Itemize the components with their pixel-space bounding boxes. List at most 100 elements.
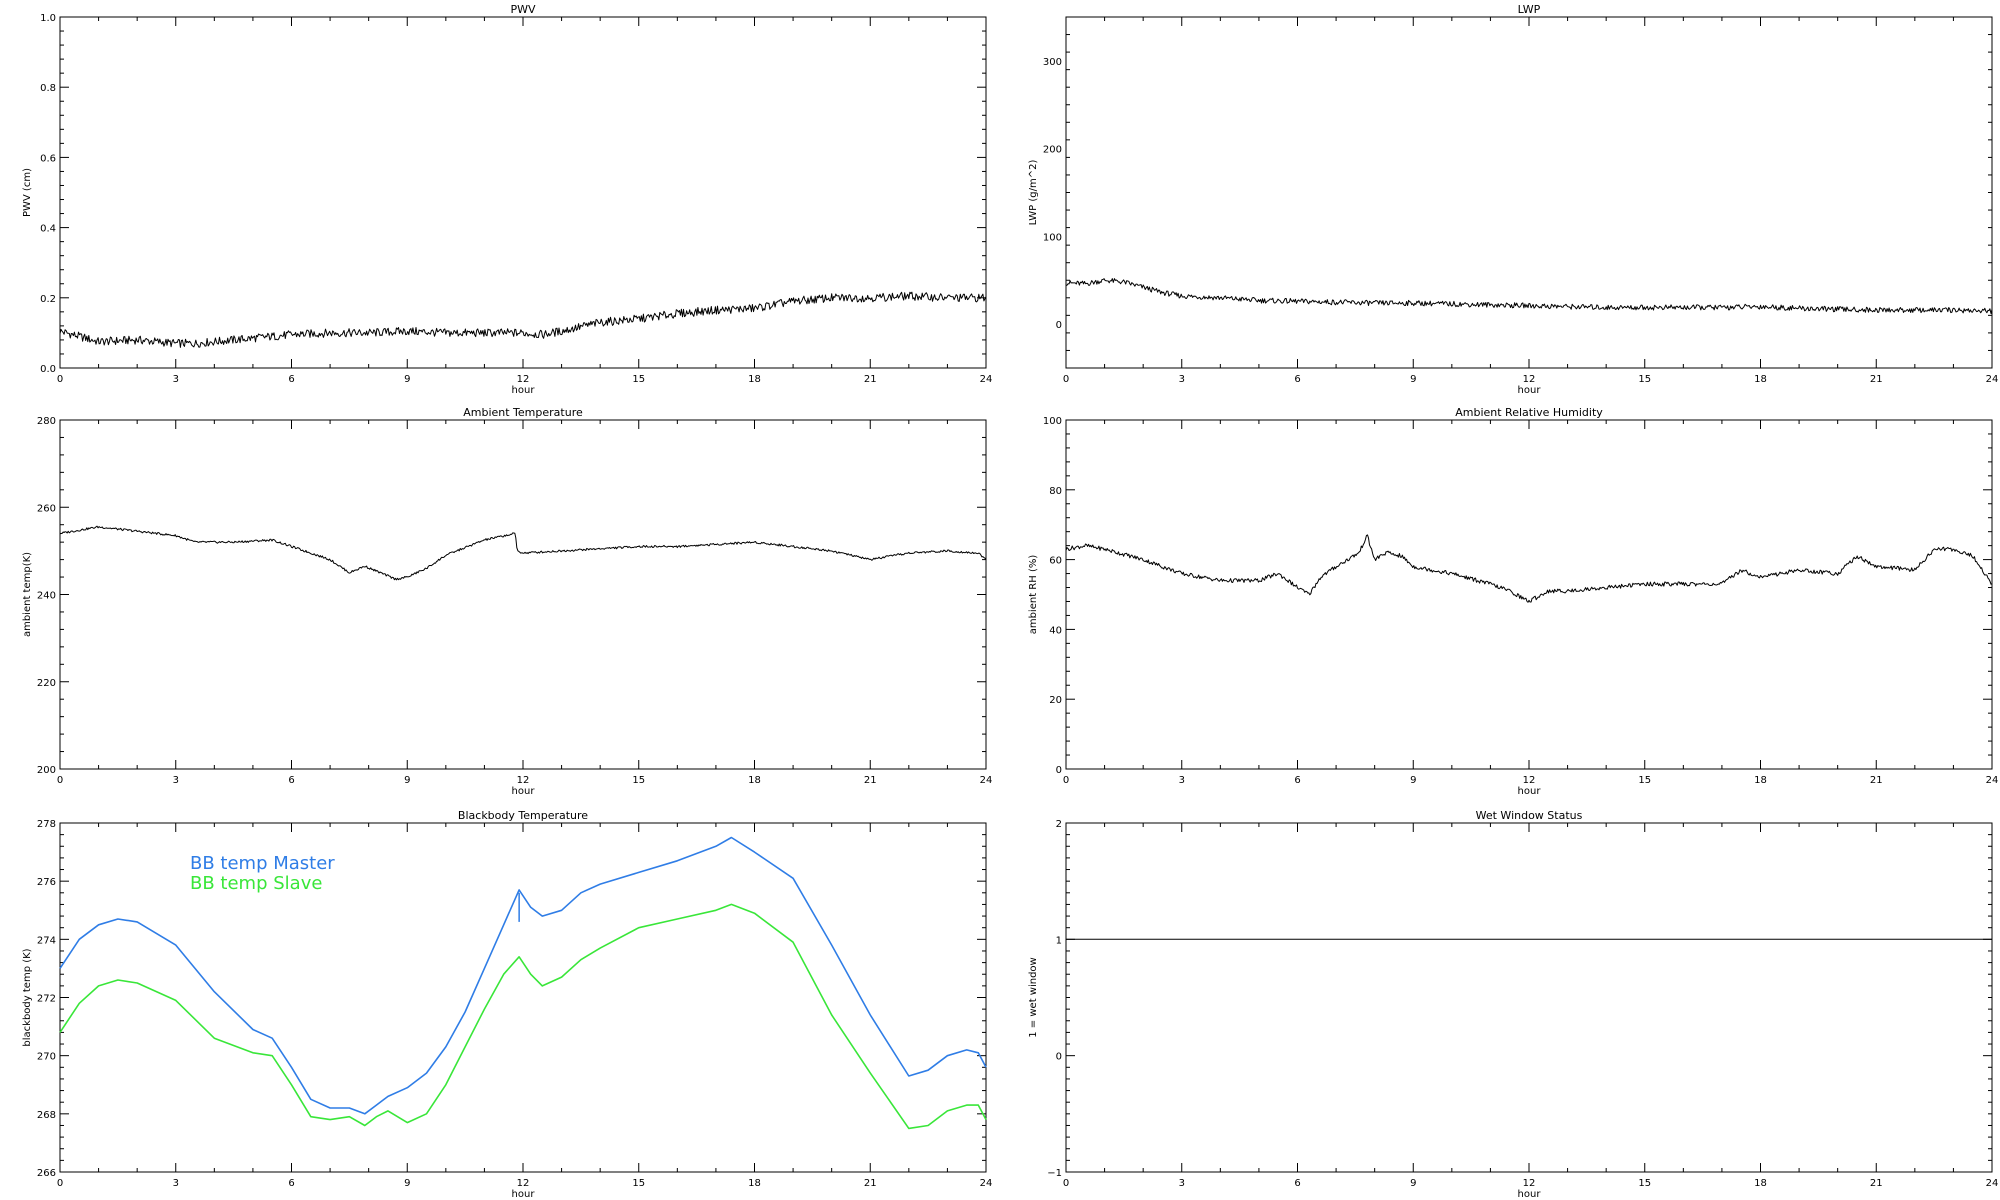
x-tick-label: 24: [980, 775, 993, 786]
series-line: [59, 525, 987, 581]
x-tick-label: 12: [517, 374, 530, 385]
y-tick-label: 300: [1043, 57, 1062, 68]
y-tick-label: 0.4: [40, 224, 56, 235]
x-tick-label: 6: [1294, 775, 1300, 786]
y-tick-label: 0.2: [40, 294, 56, 305]
x-axis-label: hour: [512, 786, 536, 797]
y-tick-label: 270: [37, 1052, 56, 1063]
y-tick-label: 100: [1043, 416, 1062, 427]
y-tick-label: 0: [1056, 320, 1062, 331]
x-tick-label: 6: [1294, 1178, 1300, 1189]
y-tick-label: 0: [1056, 765, 1062, 776]
x-tick-label: 0: [1063, 1178, 1069, 1189]
y-tick-label: 0.8: [40, 83, 56, 94]
x-tick-label: 21: [1870, 775, 1883, 786]
y-tick-label: 280: [37, 416, 56, 427]
x-tick-label: 9: [1410, 374, 1416, 385]
y-tick-label: 0: [1056, 1052, 1062, 1063]
x-tick-label: 12: [1523, 775, 1536, 786]
y-tick-label: 40: [1049, 625, 1062, 636]
y-tick-label: 276: [37, 877, 56, 888]
plot-frame: [59, 16, 987, 369]
x-tick-label: 12: [1523, 374, 1536, 385]
x-tick-label: 6: [288, 775, 294, 786]
chart-title: Ambient Temperature: [463, 406, 583, 419]
x-tick-label: 3: [173, 775, 179, 786]
y-tick-label: 272: [37, 994, 56, 1005]
y-tick-label: 278: [37, 819, 56, 830]
y-tick-label: −1: [1047, 1168, 1062, 1179]
x-tick-label: 3: [1179, 1178, 1185, 1189]
x-tick-label: 0: [1063, 374, 1069, 385]
chart-title: PWV: [510, 3, 536, 16]
x-tick-label: 15: [632, 775, 645, 786]
x-tick-label: 0: [57, 1178, 63, 1189]
x-axis-label: hour: [1518, 1189, 1542, 1200]
plot-frame: [1065, 822, 1993, 1173]
x-tick-label: 21: [864, 1178, 877, 1189]
x-tick-label: 18: [748, 374, 761, 385]
x-tick-label: 24: [1986, 775, 1999, 786]
ambient-humidity-panel: Ambient Relative Humidity 0 3 6 9 12 15 18 21 24 h…: [1028, 406, 1998, 797]
y-tick-label: 200: [1043, 145, 1062, 156]
y-tick-label: 260: [37, 503, 56, 514]
x-tick-label: 18: [748, 1178, 761, 1189]
x-tick-label: 24: [1986, 374, 1999, 385]
legend-entry: BB temp Slave: [190, 873, 322, 894]
x-tick-label: 0: [57, 374, 63, 385]
pwv-panel: PWV 0 3 6 9 12 15 18 21 24 hour 0.0 0.2 0.4 0.6 0.8 1.0 P…: [22, 3, 992, 396]
x-tick-label: 21: [864, 374, 877, 385]
chart-title: LWP: [1518, 3, 1541, 16]
y-tick-label: 240: [37, 591, 56, 602]
y-tick-label: 274: [37, 935, 56, 946]
x-tick-label: 15: [1638, 1178, 1651, 1189]
x-tick-label: 12: [1523, 1178, 1536, 1189]
series-line: [1065, 534, 1993, 603]
y-tick-label: 0.6: [40, 153, 56, 164]
y-tick-label: 80: [1049, 486, 1062, 497]
x-tick-label: 6: [288, 374, 294, 385]
x-tick-label: 15: [632, 1178, 645, 1189]
x-tick-label: 18: [1754, 775, 1767, 786]
x-tick-label: 12: [517, 775, 530, 786]
x-tick-label: 9: [1410, 1178, 1416, 1189]
x-tick-label: 24: [980, 1178, 993, 1189]
x-tick-label: 24: [980, 374, 993, 385]
x-axis-label: hour: [1518, 786, 1542, 797]
series-line-bb-temp-master: [59, 836, 987, 1115]
x-tick-label: 21: [1870, 374, 1883, 385]
x-tick-label: 0: [57, 775, 63, 786]
y-tick-label: 100: [1043, 232, 1062, 243]
x-tick-label: 6: [1294, 374, 1300, 385]
y-tick-label: 268: [37, 1110, 56, 1121]
plot-frame: [59, 419, 987, 770]
y-tick-label: 266: [37, 1168, 56, 1179]
y-tick-label: 1.0: [40, 13, 56, 24]
x-tick-label: 9: [404, 1178, 410, 1189]
x-tick-label: 3: [1179, 775, 1185, 786]
x-tick-label: 21: [864, 775, 877, 786]
x-tick-label: 6: [288, 1178, 294, 1189]
y-axis-label: ambient RH (%): [1028, 555, 1039, 635]
y-tick-label: 20: [1049, 695, 1062, 706]
x-axis-label: hour: [512, 1189, 536, 1200]
x-tick-label: 18: [1754, 374, 1767, 385]
y-axis-label: LWP (g/m^2): [1028, 160, 1039, 226]
x-tick-label: 9: [404, 374, 410, 385]
plot-frame: [1065, 419, 1993, 770]
y-tick-label: 60: [1049, 556, 1062, 567]
y-tick-label: 2: [1056, 819, 1062, 830]
x-tick-label: 3: [173, 374, 179, 385]
y-tick-label: 200: [37, 765, 56, 776]
legend-entry: BB temp Master: [190, 853, 335, 874]
x-tick-label: 21: [1870, 1178, 1883, 1189]
x-axis-label: hour: [512, 385, 536, 396]
plot-frame: [1065, 16, 1993, 369]
y-tick-label: 220: [37, 678, 56, 689]
x-axis-label: hour: [1518, 385, 1542, 396]
x-tick-label: 3: [1179, 374, 1185, 385]
ambient-temperature-panel: Ambient Temperature 0 3 6 9 12 15 18 21 24 hour 200…: [22, 406, 992, 797]
x-tick-label: 15: [1638, 374, 1651, 385]
